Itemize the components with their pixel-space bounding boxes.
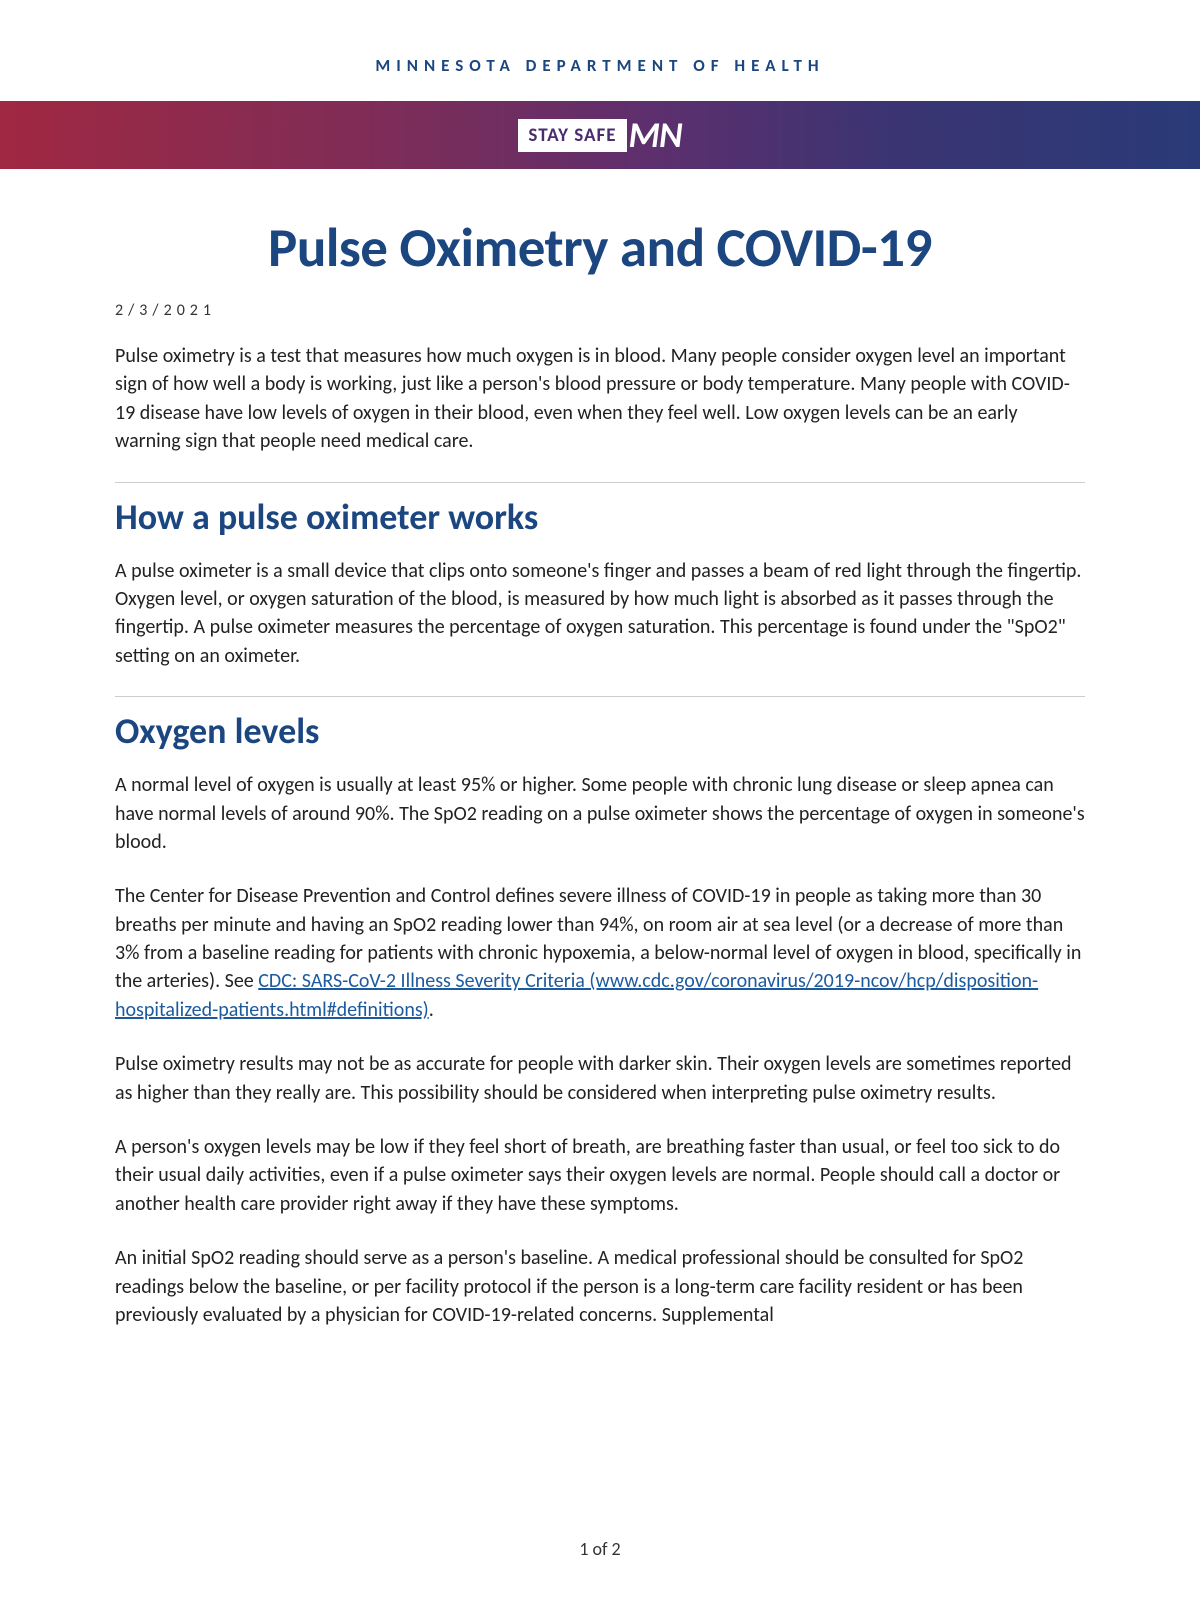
department-header: MINNESOTA DEPARTMENT OF HEALTH [0, 0, 1200, 101]
intro-paragraph: Pulse oximetry is a test that measures h… [115, 342, 1085, 456]
stay-safe-badge: STAY SAFE MN [518, 113, 681, 157]
banner-text: STAY SAFE [518, 119, 626, 152]
section-heading-how-works: How a pulse oximeter works [115, 482, 1085, 539]
section2-p5: An initial SpO2 reading should serve as … [115, 1244, 1085, 1329]
section2-p2-after: . [429, 998, 434, 1022]
document-date: 2/3/2021 [115, 301, 1085, 320]
banner-state-logo: MN [629, 113, 682, 157]
section2-p1: A normal level of oxygen is usually at l… [115, 771, 1085, 856]
section-heading-oxygen-levels: Oxygen levels [115, 696, 1085, 753]
section2-p3: Pulse oximetry results may not be as acc… [115, 1050, 1085, 1107]
page-number: 1 of 2 [0, 1538, 1200, 1560]
document-page: MINNESOTA DEPARTMENT OF HEALTH STAY SAFE… [0, 0, 1200, 1600]
section1-paragraph: A pulse oximeter is a small device that … [115, 557, 1085, 671]
section2-p2: The Center for Disease Prevention and Co… [115, 882, 1085, 1024]
document-content: Pulse Oximetry and COVID-19 2/3/2021 Pul… [0, 169, 1200, 1329]
banner: STAY SAFE MN [0, 101, 1200, 169]
section2-p4: A person's oxygen levels may be low if t… [115, 1133, 1085, 1218]
document-title: Pulse Oximetry and COVID-19 [115, 214, 1085, 281]
